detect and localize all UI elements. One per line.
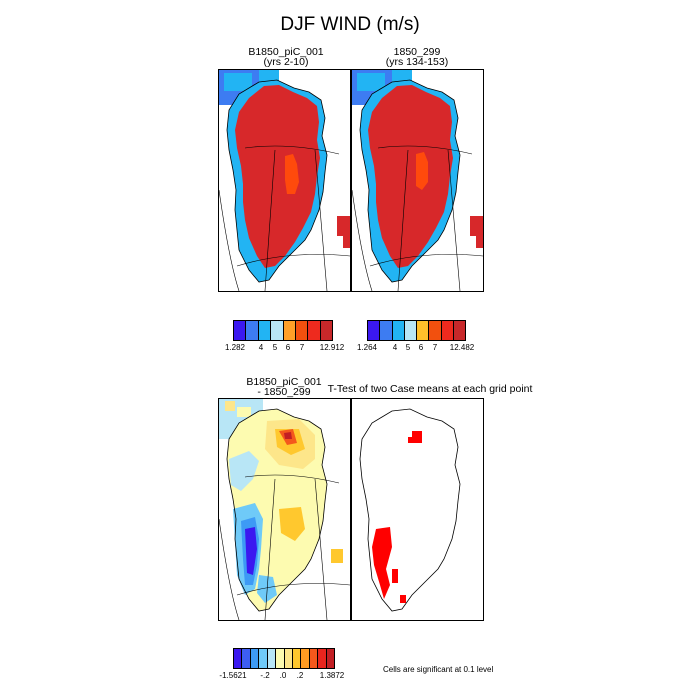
- colorbar-swatch: [242, 649, 251, 668]
- colorbar-swatch: [267, 649, 277, 668]
- panel-4-map: [351, 398, 484, 621]
- greenland-coastline: [359, 408, 461, 612]
- wind-field-core: [285, 154, 299, 194]
- colorbar-swatch: [234, 649, 243, 668]
- colorbar-3-tick: .2: [296, 671, 304, 680]
- colorbar-2-tick: 12.482: [449, 343, 475, 352]
- colorbar-swatch: [320, 321, 332, 340]
- panel-2-title-line1: 1850_299: [393, 46, 441, 58]
- greenland-coastline: [359, 79, 461, 283]
- map-gridlines: [352, 145, 483, 291]
- colorbar-2-tick: 6: [418, 343, 424, 352]
- colorbar-swatch: [368, 321, 381, 340]
- panel-2-title: 1850_299 (yrs 134-153): [351, 46, 483, 68]
- colorbar-swatch: [250, 649, 260, 668]
- colorbar-2-tick: 5: [405, 343, 411, 352]
- difference-field: [219, 399, 343, 611]
- colorbar-3-tick: 1.3872: [319, 671, 345, 680]
- panel-1-title-line1: B1850_piC_001: [248, 46, 324, 58]
- colorbar-1-tick: 6: [285, 343, 291, 352]
- colorbar-1-tick: 1.282: [224, 343, 246, 352]
- colorbar-1-tick: 5: [272, 343, 278, 352]
- colorbar-2-tick: 4: [392, 343, 398, 352]
- colorbar-swatch: [284, 649, 293, 668]
- colorbar-1-tick: 4: [258, 343, 264, 352]
- wind-field-main: [368, 85, 453, 268]
- panel-3-title: B1850_piC_001 - 1850_299: [219, 376, 349, 398]
- colorbar-swatch: [392, 321, 405, 340]
- panel-4-title: T-Test of two Case means at each grid po…: [327, 383, 533, 395]
- colorbar-swatch: [453, 321, 465, 340]
- colorbar-3: [233, 648, 335, 669]
- colorbar-swatch: [295, 321, 309, 340]
- significance-note: Cells are significant at 0.1 level: [383, 665, 494, 674]
- colorbar-2: [367, 320, 466, 341]
- greenland-coastline: [226, 408, 328, 612]
- colorbar-swatch: [283, 321, 296, 340]
- colorbar-swatch: [234, 321, 247, 340]
- colorbar-3-tick: -.2: [260, 671, 270, 680]
- map-gridlines: [219, 145, 350, 291]
- colorbar-2-tick: 7: [432, 343, 438, 352]
- panel-2-map: [351, 69, 484, 292]
- colorbar-swatch: [417, 321, 430, 340]
- colorbar-swatch: [441, 321, 454, 340]
- figure-title: DJF WIND (m/s): [280, 14, 420, 35]
- panel-1-title: B1850_piC_001 (yrs 2-10): [219, 46, 353, 68]
- colorbar-swatch: [308, 321, 321, 340]
- colorbar-swatch: [380, 321, 393, 340]
- panel-3-map: [218, 398, 351, 621]
- colorbar-1-tick: 7: [299, 343, 305, 352]
- panel-1-title-line2: (yrs 2-10): [263, 56, 309, 68]
- colorbar-swatch: [271, 321, 284, 340]
- colorbar-swatch: [318, 649, 327, 668]
- colorbar-3-tick: -1.5621: [219, 671, 247, 680]
- colorbar-swatch: [276, 649, 285, 668]
- map-gridlines: [219, 474, 350, 620]
- panel-1-map: [218, 69, 351, 292]
- panel-2-title-line2: (yrs 134-153): [385, 56, 449, 68]
- wind-field-core: [416, 152, 428, 190]
- colorbar-2-tick: 1.264: [356, 343, 378, 352]
- greenland-coastline: [226, 79, 328, 283]
- colorbar-swatch: [258, 321, 272, 340]
- colorbar-swatch: [259, 649, 268, 668]
- colorbar-swatch: [309, 649, 319, 668]
- colorbar-1-tick: 12.912: [319, 343, 345, 352]
- colorbar-3-tick: .0: [279, 671, 287, 680]
- panel-3-title-line1: B1850_piC_001: [246, 376, 322, 388]
- wind-field-main: [235, 85, 320, 268]
- panel-3-title-line2: - 1850_299: [257, 386, 311, 398]
- colorbar-swatch: [326, 649, 335, 668]
- colorbar-swatch: [301, 649, 310, 668]
- colorbar-swatch: [404, 321, 417, 340]
- significant-cells: [372, 431, 422, 603]
- colorbar-swatch: [429, 321, 442, 340]
- colorbar-swatch: [246, 321, 259, 340]
- colorbar-swatch: [292, 649, 302, 668]
- colorbar-1: [233, 320, 333, 341]
